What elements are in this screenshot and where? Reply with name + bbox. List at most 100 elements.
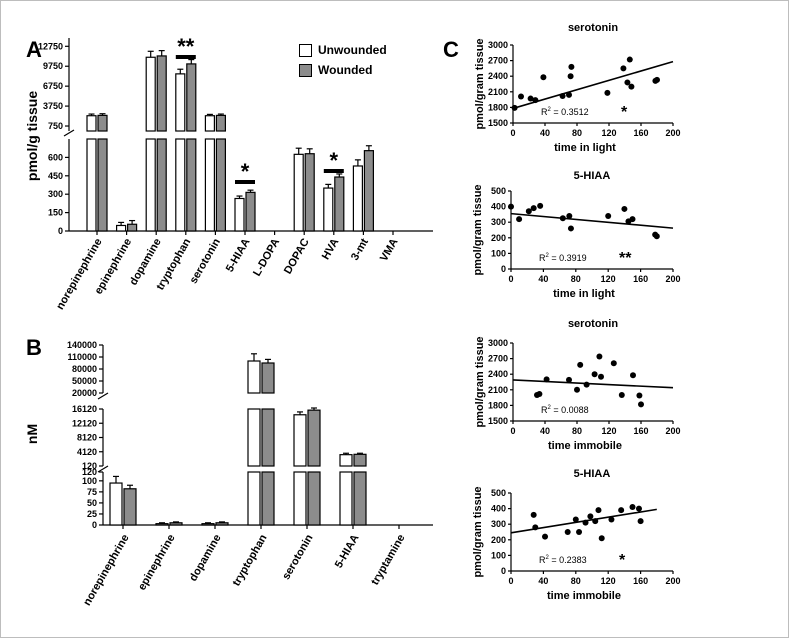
panel-a-ytick-label-lower-3: 450 xyxy=(48,171,63,181)
panel-label-b: B xyxy=(26,335,42,360)
legend-entry-unwounded: Unwounded xyxy=(299,43,387,63)
panel-a-bar-1-4-lower xyxy=(215,138,226,232)
panel-c-plot-2-point-5 xyxy=(577,361,584,368)
panel-b-ytick-label-top-3: 110000 xyxy=(67,352,97,362)
panel-c-plot-0-point-8 xyxy=(568,63,575,70)
panel-c-plot-0-xtick-label-0: 0 xyxy=(510,128,515,138)
panel-c-plot-2-point-10 xyxy=(610,360,617,367)
panel-c-plot-0-point-7 xyxy=(567,73,574,80)
panel-c-plot-3-r2-value: = 0.2383 xyxy=(549,555,587,565)
panel-a-ytick-label-upper-4: 12750 xyxy=(38,41,63,51)
panel-c-plot-3-r2-label: R2 = 0.2383 xyxy=(539,555,587,565)
panel-b-y-label: nM xyxy=(24,424,40,444)
panel-c-plot-1-point-13 xyxy=(653,233,660,240)
panel-c-plot-1-ytick-label-5: 500 xyxy=(491,186,506,196)
panel-b-ytick-label-bottom-2: 50 xyxy=(87,498,97,508)
panel-c-plot-3-xtick-label-0: 0 xyxy=(508,576,513,586)
panel-a-ytick-label-lower-1: 150 xyxy=(48,208,63,218)
panel-c-plot-1-y-label: pmol/gram tissue xyxy=(472,184,484,275)
panel-c-plot-3-xtick-label-1: 40 xyxy=(538,576,548,586)
panel-c-plot-2-point-7 xyxy=(591,371,598,378)
panel-c-plot-1-point-9 xyxy=(621,205,628,212)
panel-c-plot-3-ytick-label-1: 100 xyxy=(491,550,506,560)
panel-c-plot-2-point-4 xyxy=(574,386,580,393)
panel-a-sig-mark-0: ** xyxy=(177,34,195,59)
panel-c-plot-2-ytick-label-2: 2100 xyxy=(488,385,508,395)
panel-c-plot-1-fit-line xyxy=(510,212,674,229)
panel-c-plot-0-xtick-label-2: 80 xyxy=(572,128,582,138)
panel-c-plot-1-point-6 xyxy=(566,212,573,219)
panel-c-plot-3-ytick-label-2: 200 xyxy=(491,535,506,545)
panel-c-plot-3-point-14 xyxy=(635,505,642,512)
panel-c-plot-1-xtick-label-3: 120 xyxy=(601,274,616,284)
panel-c-plot-2-r2-label: R2 = 0.0088 xyxy=(541,405,589,415)
panel-c-plot-0-ytick-label-4: 2700 xyxy=(488,56,508,66)
panel-c-plot-1-xtick-label-5: 200 xyxy=(665,274,680,284)
panel-c-plot-3-r2-r: R xyxy=(539,555,546,565)
panel-b-ytick-label-mid-2: 8120 xyxy=(77,433,97,443)
panel-c-plot-1-r2-label: R2 = 0.3919 xyxy=(539,253,587,263)
panel-c-plot-0-xtick-label-5: 200 xyxy=(665,128,680,138)
panel-c-plot-3-point-4 xyxy=(572,516,579,523)
panel-c-plot-2-point-13 xyxy=(636,392,643,399)
panel-c-plot-1-point-4 xyxy=(537,202,544,209)
panel-a-bar-1-2-lower xyxy=(156,138,167,232)
panel-c-plot-2-point-12 xyxy=(630,372,636,379)
panel-c-plot-0-xtick-label-4: 160 xyxy=(633,128,648,138)
panel-c-plot-2-title: serotonin xyxy=(568,318,618,330)
panel-c-plot-2-point-14 xyxy=(638,401,644,408)
panel-c-plot-2-xtick-label-4: 160 xyxy=(633,426,648,436)
panel-c-plot-0-r2-value: = 0.3512 xyxy=(551,107,589,117)
panel-c-plot-2-ytick-label-0: 1500 xyxy=(488,416,508,426)
panel-c-plot-1-r2-value: = 0.3919 xyxy=(549,253,587,263)
panel-c-plot-1-xtick-label-1: 40 xyxy=(538,274,548,284)
panel-c-plot-1-point-8 xyxy=(605,212,612,219)
panel-a-ytick-label-upper-3: 9750 xyxy=(43,61,63,71)
panel-c-plot-0-point-6 xyxy=(566,91,572,98)
panel-c-plot-2-xtick-label-0: 0 xyxy=(510,426,515,436)
panel-c-plot-1-xtick-label-4: 160 xyxy=(633,274,648,284)
panel-c-plot-0-ytick-label-3: 2400 xyxy=(488,71,508,81)
panel-c-plot-2-point-3 xyxy=(566,376,572,383)
panel-c-plot-2-x-label: time immobile xyxy=(548,440,622,452)
panel-b-bar-0-3-bottom xyxy=(247,471,261,526)
panel-c-plot-0-r2-label: R2 = 0.3512 xyxy=(541,107,589,117)
panel-b-ytick-label-bottom-5: 120 xyxy=(82,467,97,477)
panel-c-plot-1-ytick-label-3: 300 xyxy=(491,217,506,227)
panel-b-ytick-label-mid-4: 16120 xyxy=(72,404,97,414)
legend-entry-wounded: Wounded xyxy=(299,63,387,78)
panel-a-bar-0-4-lower xyxy=(204,138,215,232)
panel-c-plot-0-point-15 xyxy=(654,76,660,83)
legend-label-unwounded: Unwounded xyxy=(318,43,387,57)
panel-a-bar-1-3-lower xyxy=(186,138,197,232)
panel-c-plot-2-y-label: pmol/gram tissue xyxy=(474,336,486,427)
panel-a-ytick-label-lower-4: 600 xyxy=(48,152,63,162)
panel-c-plot-1-x-label: time in light xyxy=(553,288,615,300)
panel-c-plot-1-ytick-label-2: 200 xyxy=(491,233,506,243)
panel-c-plot-2-xtick-label-5: 200 xyxy=(665,426,680,436)
panel-b-ytick-label-mid-0: 120 xyxy=(82,461,97,471)
panel-b-bar-1-5-bottom xyxy=(353,471,367,526)
panel-c-plot-2-r2-value: = 0.0088 xyxy=(551,405,589,415)
panel-c-plot-0-sig-mark: * xyxy=(621,104,628,121)
panel-a-ytick-label-lower-2: 300 xyxy=(48,189,63,199)
panel-c-plot-1-xtick-label-0: 0 xyxy=(508,274,513,284)
panel-b-bar-1-3-mid xyxy=(261,408,275,467)
panel-c-plot-2-xtick-label-2: 80 xyxy=(572,426,582,436)
panel-b-ytick-label-bottom-4: 100 xyxy=(82,476,97,486)
panel-c-plot-0-ytick-label-2: 2100 xyxy=(488,87,508,97)
panel-c-plot-2-ytick-label-3: 2400 xyxy=(488,369,508,379)
panel-c-plot-1-point-11 xyxy=(629,216,636,223)
panel-c-plot-0-point-4 xyxy=(540,74,547,81)
panel-c-plot-0-point-10 xyxy=(620,65,627,72)
panel-b-bar-0-5-bottom xyxy=(339,471,353,526)
panel-c-plot-1-xtick-label-2: 80 xyxy=(571,274,581,284)
panel-c-plot-3-point-11 xyxy=(608,516,615,523)
panel-a-ytick-label-upper-2: 6750 xyxy=(43,81,63,91)
panel-b-bar-1-3-bottom xyxy=(261,471,275,526)
panel-c-plot-2-point-6 xyxy=(583,381,590,388)
legend-label-wounded: Wounded xyxy=(318,63,373,77)
panel-c-plot-0-point-13 xyxy=(628,83,635,90)
